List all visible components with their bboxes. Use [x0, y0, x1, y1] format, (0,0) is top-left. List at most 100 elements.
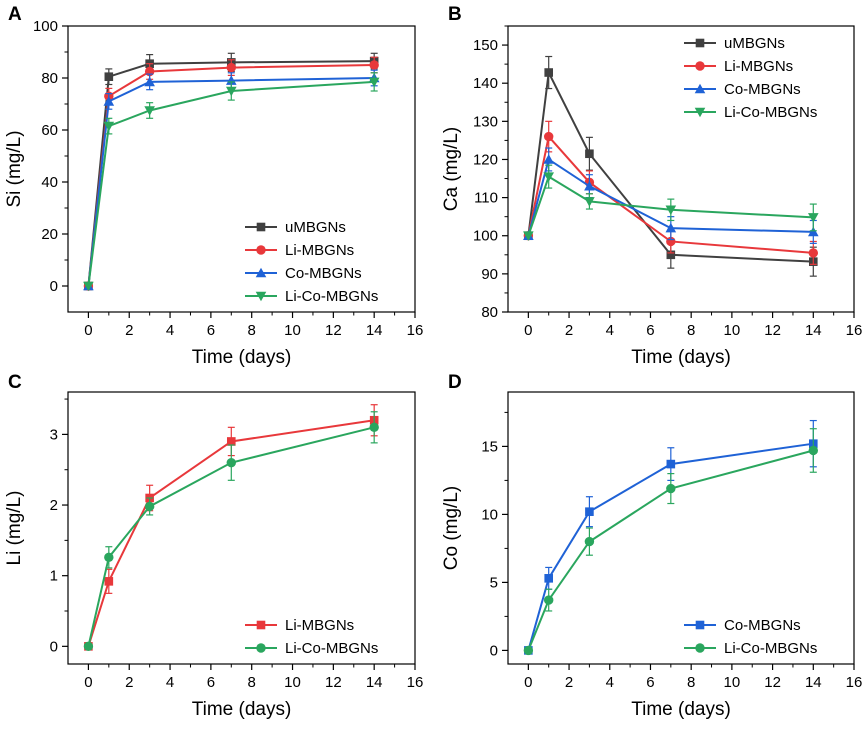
- marker-Co-MBGNs-4: [807, 226, 819, 237]
- marker-Li-Co-MBGNs-1: [544, 595, 554, 605]
- y-tick-label: 80: [481, 304, 498, 321]
- y-axis-C: 0 1 2 3: [50, 398, 68, 655]
- legend-item-Co-MBGNs: Co-MBGNs: [684, 617, 801, 634]
- x-axis-title-D: Time (days): [631, 699, 731, 720]
- x-tick-label: 8: [248, 322, 256, 339]
- x-tick-label: 16: [407, 322, 424, 339]
- legend-label: Li-Co-MBGNs: [285, 288, 378, 305]
- marker-Li-Co-MBGNs-2: [144, 501, 155, 512]
- legend-item-Co-MBGNs: Co-MBGNs: [245, 265, 362, 282]
- y-tick-label: 15: [481, 438, 498, 455]
- plot-frame-D: [507, 391, 855, 665]
- x-axis-title-A: Time (days): [192, 347, 292, 368]
- legend-label: Co-MBGNs: [285, 265, 362, 282]
- y-axis-A: 0 20 40 60 80 100: [33, 18, 68, 295]
- x-axis-title-B: Time (days): [631, 347, 731, 368]
- legend-item-uMBGNs: uMBGNs: [245, 219, 346, 236]
- marker-uMBGNs-3: [666, 250, 676, 260]
- legend-label: Li-MBGNs: [285, 617, 354, 634]
- x-tick-label: 2: [125, 674, 133, 691]
- legend-label: Li-MBGNs: [724, 58, 793, 75]
- y-tick-label: 3: [50, 426, 58, 443]
- x-tick-label: 14: [805, 674, 822, 691]
- marker-Li-Co-MBGNs-4: [368, 77, 380, 88]
- x-tick-label: 14: [366, 322, 383, 339]
- series-Li-Co-MBGNs: [83, 411, 379, 652]
- x-tick-label: 16: [407, 674, 424, 691]
- y-tick-label: 20: [41, 226, 58, 243]
- x-tick-label: 10: [284, 322, 301, 339]
- x-tick-label: 8: [248, 674, 256, 691]
- marker-legend-Li-Co-MBGNs-1: [256, 643, 266, 653]
- marker-legend-Li-Co-MBGNs-3: [694, 107, 706, 118]
- marker-Li-Co-MBGNs-0: [523, 645, 534, 656]
- legend-D: Co-MBGNs Li-Co-MBGNs: [684, 617, 817, 657]
- marker-Li-MBGNs-1: [104, 577, 114, 586]
- y-axis-title-B: Ca (mg/L): [441, 127, 462, 211]
- marker-Li-MBGNs-4: [808, 248, 818, 258]
- y-tick-label: 110: [474, 190, 498, 207]
- x-tick-label: 12: [325, 322, 342, 339]
- plot-frame-C: [67, 391, 416, 665]
- marker-legend-Li-MBGNs-1: [256, 245, 266, 255]
- marker-Li-MBGNs-1: [544, 131, 554, 142]
- legend-label: Li-Co-MBGNs: [724, 104, 817, 121]
- x-tick-label: 14: [805, 322, 822, 339]
- x-axis-A: 0 2 4 6 8 10 12 14 16: [84, 312, 423, 339]
- y-tick-label: 1: [50, 568, 58, 585]
- series-uMBGNs: [524, 55, 818, 277]
- legend-label: Co-MBGNs: [724, 81, 801, 98]
- x-tick-label: 0: [524, 674, 532, 691]
- marker-Li-Co-MBGNs-2: [144, 106, 155, 116]
- x-tick-label: 10: [284, 674, 301, 691]
- x-tick-label: 0: [524, 322, 532, 339]
- legend-label: uMBGNs: [285, 219, 346, 236]
- marker-Co-MBGNs-1: [103, 96, 115, 106]
- series-Li-MBGNs: [84, 404, 379, 651]
- series-Li-Co-MBGNs: [523, 164, 819, 242]
- x-axis-D: 0 2 4 6 8 10 12 14 16: [524, 664, 862, 691]
- marker-Li-Co-MBGNs-2: [584, 536, 595, 547]
- marker-Co-MBGNs-3: [665, 222, 677, 233]
- legend-item-Li-Co-MBGNs: Li-Co-MBGNs: [245, 288, 378, 305]
- legend-label: uMBGNs: [724, 35, 785, 52]
- marker-uMBGNs-1: [104, 72, 114, 81]
- panel-letter-C: C: [8, 372, 22, 393]
- x-tick-label: 10: [724, 322, 741, 339]
- x-tick-label: 6: [646, 674, 654, 691]
- x-tick-label: 16: [846, 674, 863, 691]
- x-tick-label: 8: [687, 674, 695, 691]
- x-tick-label: 2: [565, 322, 573, 339]
- y-tick-label: 5: [490, 574, 498, 591]
- marker-legend-uMBGNs-0: [695, 38, 705, 48]
- x-tick-label: 0: [84, 674, 92, 691]
- x-tick-label: 6: [646, 322, 654, 339]
- marker-Co-MBGNs-1: [544, 574, 554, 583]
- marker-Li-Co-MBGNs-1: [103, 121, 115, 132]
- legend-item-Li-Co-MBGNs: Li-Co-MBGNs: [684, 104, 817, 121]
- marker-legend-uMBGNs-0: [256, 222, 266, 232]
- series-Li-Co-MBGNs: [83, 72, 380, 292]
- x-tick-label: 12: [764, 674, 781, 691]
- legend-item-Li-MBGNs: Li-MBGNs: [245, 617, 354, 634]
- marker-Li-Co-MBGNs-4: [808, 445, 818, 456]
- legend-label: Li-MBGNs: [285, 242, 354, 259]
- marker-legend-Li-Co-MBGNs-3: [255, 291, 267, 302]
- marker-legend-Co-MBGNs-0: [695, 620, 705, 630]
- y-axis-B: 80 90 100 110 120 130 140 150: [473, 25, 508, 321]
- marker-uMBGNs-2: [585, 149, 594, 159]
- y-tick-label: 90: [481, 266, 498, 283]
- marker-Li-Co-MBGNs-3: [225, 86, 237, 97]
- x-tick-label: 2: [565, 674, 573, 691]
- y-tick-label: 60: [41, 122, 58, 139]
- panel-letter-D: D: [448, 372, 462, 393]
- marker-Li-MBGNs-3: [226, 62, 236, 73]
- marker-Co-MBGNs-1: [543, 154, 555, 164]
- marker-Li-Co-MBGNs-0: [83, 281, 94, 292]
- marker-Co-MBGNs-2: [585, 507, 594, 516]
- y-axis-title-A: Si (mg/L): [4, 130, 25, 207]
- y-tick-label: 0: [50, 278, 58, 295]
- marker-legend-Li-Co-MBGNs-1: [695, 643, 705, 653]
- x-tick-label: 14: [366, 674, 383, 691]
